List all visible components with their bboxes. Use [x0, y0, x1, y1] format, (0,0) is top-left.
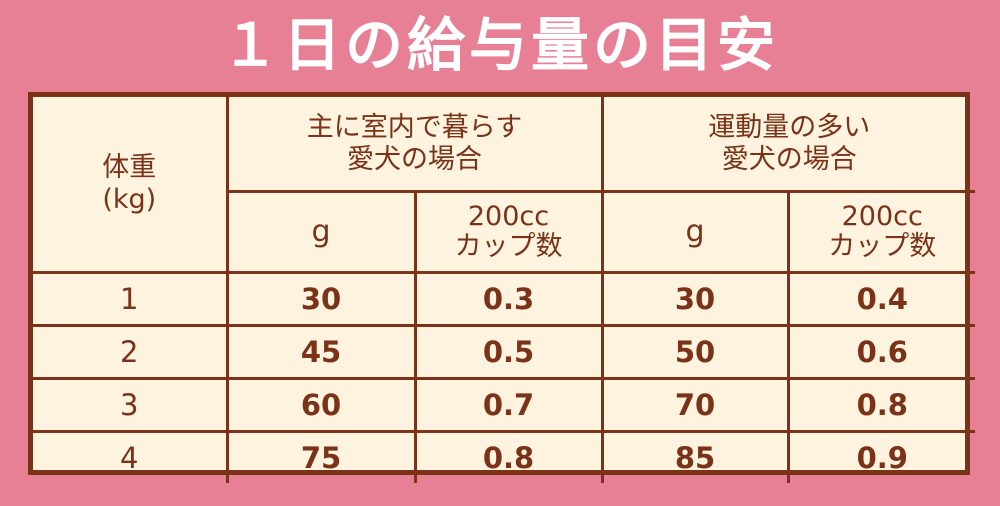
group-header-indoor: 主に室内で暮らす 愛犬の場合: [225, 97, 604, 193]
active-grams-cell: 30: [600, 271, 790, 327]
active-grams-label: g: [685, 214, 705, 249]
active-cups-cell: 0.9: [786, 430, 975, 483]
active-grams-cell: 85: [600, 430, 790, 483]
weight-header-unit: (kg): [102, 184, 157, 215]
indoor-grams-cell: 75: [225, 430, 417, 483]
table-row: 2 45 0.5 50 0.6: [33, 324, 975, 380]
weight-header: 体重 (kg): [33, 97, 229, 274]
indoor-cups-label-line2: カップ数: [454, 231, 563, 262]
table-row: 4 75 0.8 85 0.9: [33, 430, 975, 483]
active-grams-header: g: [600, 190, 790, 274]
group-header-active: 運動量の多い 愛犬の場合: [600, 97, 975, 193]
page-title: １日の給与量の目安: [220, 11, 779, 79]
group-header-active-line2: 愛犬の場合: [721, 143, 857, 175]
indoor-grams-cell: 45: [225, 324, 417, 380]
active-cups-label-line2: カップ数: [828, 231, 937, 262]
active-cups-label-line1: 200cc: [841, 201, 923, 232]
header-row-groups: 体重 (kg) 主に室内で暮らす 愛犬の場合 運動量の多い 愛犬の場合: [33, 97, 975, 274]
indoor-cups-header: 200cc カップ数: [413, 190, 604, 274]
active-grams-cell: 50: [600, 324, 790, 380]
weight-cell: 4: [33, 430, 229, 483]
active-cups-cell: 0.4: [786, 271, 975, 327]
indoor-grams-cell: 60: [225, 377, 417, 433]
table-row: 1 30 0.3 30 0.4: [33, 271, 975, 327]
indoor-grams-header: g: [227, 190, 417, 274]
indoor-grams-label: g: [311, 214, 331, 249]
group-header-indoor-line2: 愛犬の場合: [347, 143, 482, 175]
active-cups-cell: 0.8: [786, 377, 975, 433]
active-grams-cell: 70: [600, 377, 790, 433]
weight-cell: 3: [33, 377, 229, 433]
group-header-indoor-line1: 主に室内で暮らす: [306, 111, 523, 143]
indoor-cups-cell: 0.7: [413, 377, 604, 433]
indoor-cups-label-line1: 200cc: [467, 201, 550, 232]
feeding-guide-table: 体重 (kg) 主に室内で暮らす 愛犬の場合 運動量の多い 愛犬の場合 g 20…: [28, 92, 975, 483]
group-header-active-line1: 運動量の多い: [708, 111, 871, 143]
weight-cell: 1: [33, 271, 229, 327]
indoor-cups-cell: 0.5: [413, 324, 604, 380]
indoor-cups-cell: 0.8: [413, 430, 604, 483]
weight-cell: 2: [33, 324, 229, 380]
active-cups-header: 200cc カップ数: [786, 190, 975, 274]
table-row: 3 60 0.7 70 0.8: [33, 377, 975, 433]
feeding-table: 体重 (kg) 主に室内で暮らす 愛犬の場合 運動量の多い 愛犬の場合 g 20…: [33, 97, 975, 483]
indoor-cups-cell: 0.3: [413, 271, 604, 327]
active-cups-cell: 0.6: [786, 324, 975, 380]
header-row-units: g 200cc カップ数 g 200cc カップ数: [33, 190, 975, 274]
weight-header-label: 体重: [102, 152, 157, 183]
indoor-grams-cell: 30: [225, 271, 417, 327]
